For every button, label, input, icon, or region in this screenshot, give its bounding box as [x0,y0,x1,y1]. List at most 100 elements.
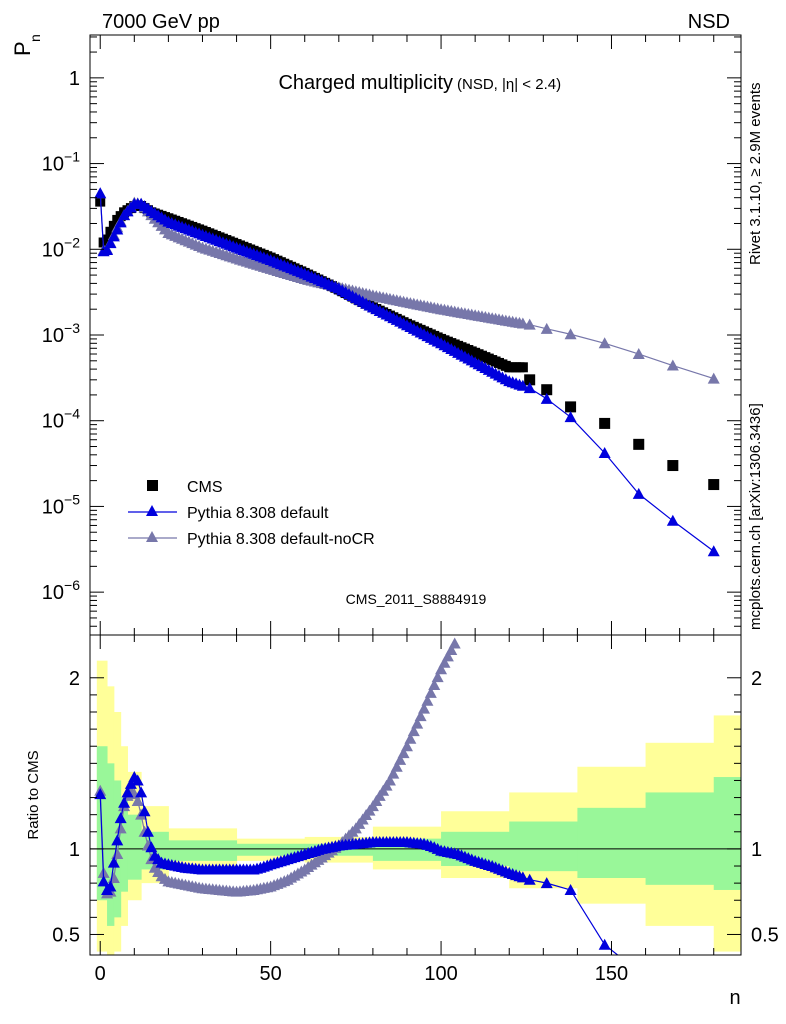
main-y-tick-exp: −6 [64,577,80,593]
nocr-ratio-marker [418,702,431,714]
title-sub: (NSD, |η| < 2.4) [457,76,561,93]
x-axis-label: n [729,987,740,1009]
main-y-tick-exp: −2 [64,234,80,250]
default-ratio-marker [516,871,529,883]
nocr-ratio-marker [400,740,413,752]
default-marker [516,379,529,391]
ratio-y-tick-label-right: 1 [751,839,762,861]
legend: CMS Pythia 8.308 default Pythia 8.308 de… [128,479,375,548]
default-marker [564,411,577,423]
cms-point [108,220,119,231]
default-marker [111,223,124,235]
main-y-tick-base: 10 [42,582,64,604]
band-inner [96,746,108,901]
main-y-tick-base: 10 [42,154,64,176]
cms-point [541,384,553,396]
main-y-tick-exp: −1 [64,149,80,165]
x-tick-label: 0 [95,963,106,985]
main-y-tick-exp: −3 [64,320,80,336]
cms-point [708,479,720,491]
main-y-tick-base: 10 [42,411,64,433]
main-y-tick-exp: −5 [64,491,80,507]
nocr-marker [523,318,536,330]
band-inner [645,792,715,885]
default-marker [540,392,553,404]
legend-label-default: Pythia 8.308 default [187,505,329,522]
default-ratio-marker [523,873,536,885]
band-inner [168,840,238,861]
legend-label-nocr: Pythia 8.308 default-noCR [187,531,375,548]
main-y-tick-label: 10−2 [42,234,80,261]
main-curves [94,187,720,557]
default-ratio-marker [104,880,117,892]
nocr-marker [707,372,720,384]
nocr-marker [666,359,679,371]
default-ratio-marker [564,883,577,895]
main-y-tick-label: 10−4 [42,406,80,433]
cms-point [102,234,113,245]
ratio-frame [89,634,742,956]
process-label: NSD [688,11,730,33]
main-ylabel-sub: n [27,34,43,42]
default-ratio-marker [121,786,134,798]
band-inner [577,807,647,878]
energy-label: 7000 GeV pp [102,11,220,33]
default-marker [94,187,107,199]
default-ratio-marker [111,834,124,846]
legend-marker-default [146,505,158,516]
default-ratio-marker [97,875,110,887]
band-inner [509,821,578,872]
default-ratio-marker [138,805,151,817]
default-ratio-marker [107,856,120,868]
nocr-ratio-marker [435,663,448,675]
nocr-ratio-marker [397,747,410,759]
main-y-tick-base: 10 [42,496,64,518]
nocr-ratio-marker [390,760,403,772]
main-y-tick-base: 10 [42,325,64,347]
default-ratio-marker [540,877,553,889]
band-inner [107,763,115,926]
title-main: Charged multiplicity [278,72,453,94]
x-tick-label: 100 [424,963,457,985]
band-inner [713,777,741,890]
x-tick-label: 50 [260,963,282,985]
cms-point [633,438,645,450]
default-marker [666,514,679,526]
default-ratio-marker [124,777,137,789]
legend-marker-cms [147,480,158,491]
main-y-tick-label: 10−1 [42,149,80,176]
band-inner [236,843,306,856]
default-ratio-marker [94,788,107,800]
default-marker [107,230,120,242]
nocr-marker [540,322,553,334]
nocr-ratio-marker [448,637,461,649]
ratio-y-tick-label-left: 0.5 [52,924,80,946]
nocr-ratio-marker [431,671,444,683]
nocr-ratio-marker [438,656,451,668]
nocr-ratio-marker [421,694,434,706]
default-ratio-marker [598,938,611,950]
cms-point [524,374,536,386]
cms-point [105,226,116,237]
nocr-marker [632,348,645,360]
default-marker [523,382,536,394]
x-tick-label: 150 [595,963,628,985]
default-ratio-marker [131,774,144,786]
default-marker [101,244,114,256]
main-y-tick-label: 1 [69,68,80,90]
nocr-ratio-marker [114,822,127,834]
default-ratio-marker [118,796,131,808]
mcplots-label: mcplots.cern.ch [arXiv:1306.3436] [747,403,764,630]
nocr-ratio-marker [441,650,454,662]
main-y-tick-label: 10−6 [42,577,80,604]
nocr-ratio-marker [387,767,400,779]
legend-entry-cms: CMS [147,479,223,496]
legend-marker-nocr [146,531,158,542]
default-marker [104,237,117,249]
cms-point [565,401,577,413]
nocr-marker [598,337,611,349]
main-ylabel: P n [10,34,43,56]
nocr-ratio-marker [428,678,441,690]
plot-title: Charged multiplicity (NSD, |η| < 2.4) [278,72,561,94]
